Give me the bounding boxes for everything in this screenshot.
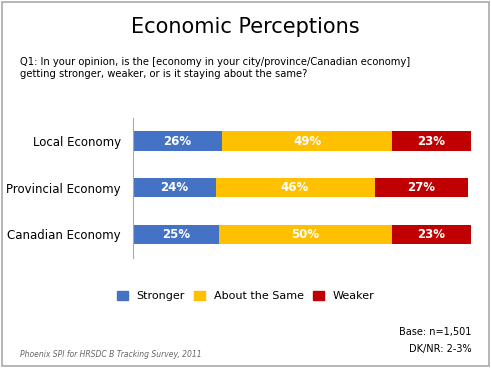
Text: Base: n=1,501: Base: n=1,501 [399, 327, 471, 337]
Text: 23%: 23% [418, 135, 446, 148]
Text: 46%: 46% [281, 181, 309, 194]
Legend: Stronger, About the Same, Weaker: Stronger, About the Same, Weaker [112, 286, 379, 305]
Bar [133, 224, 219, 244]
Bar [375, 178, 468, 198]
Text: Phoenix SPI for HRSDC B Tracking Survey, 2011: Phoenix SPI for HRSDC B Tracking Survey,… [20, 350, 201, 359]
Bar [133, 178, 216, 198]
Bar [392, 224, 471, 244]
Text: 25%: 25% [162, 228, 190, 241]
Bar [222, 131, 392, 151]
Text: DK/NR: 2-3%: DK/NR: 2-3% [409, 344, 471, 354]
Text: 27%: 27% [407, 181, 435, 194]
Text: Economic Perceptions: Economic Perceptions [131, 17, 360, 36]
Text: 49%: 49% [293, 135, 321, 148]
Bar [392, 131, 471, 151]
Text: 50%: 50% [291, 228, 320, 241]
Text: 26%: 26% [164, 135, 191, 148]
Text: Q1: In your opinion, is the [economy in your city/province/Canadian economy]
get: Q1: In your opinion, is the [economy in … [20, 57, 410, 79]
Bar [216, 178, 375, 198]
Bar [133, 131, 222, 151]
Bar [219, 224, 392, 244]
Text: 24%: 24% [160, 181, 188, 194]
Text: 23%: 23% [418, 228, 446, 241]
